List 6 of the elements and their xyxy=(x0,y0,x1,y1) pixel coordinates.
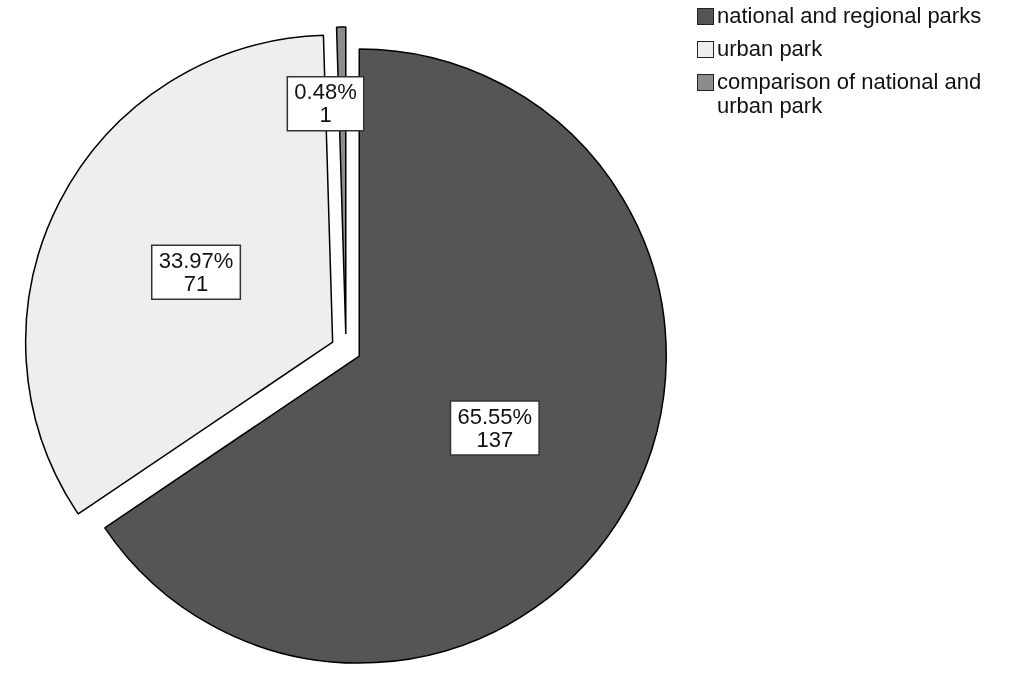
data-label: 33.97% 71 xyxy=(158,247,234,296)
legend-label: national and regional parks xyxy=(717,3,983,28)
legend-label: comparison of national and urban park xyxy=(717,69,983,118)
data-label: 65.55% 137 xyxy=(457,403,533,452)
data-label: 0.48% 1 xyxy=(294,79,357,128)
legend-label: urban park xyxy=(717,36,824,61)
